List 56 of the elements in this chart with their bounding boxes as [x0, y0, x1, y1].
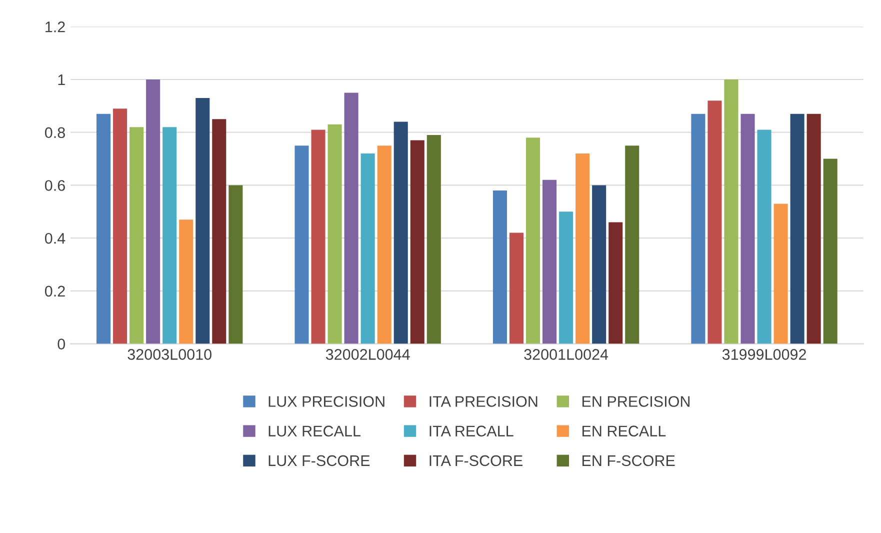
bar	[394, 122, 408, 344]
legend-label: EN RECALL	[582, 426, 666, 436]
bar	[608, 222, 623, 344]
bar	[146, 80, 160, 344]
bar	[740, 114, 755, 344]
x-tick-label: 32003L0010	[128, 349, 212, 360]
bar	[228, 185, 243, 344]
bar	[179, 220, 194, 344]
bar	[757, 130, 772, 344]
legend-label: ITA F-SCORE	[430, 455, 522, 466]
bar	[294, 146, 309, 344]
legend-label: LUX RECALL	[268, 426, 360, 436]
y-tick-label: 0.8	[44, 127, 65, 138]
y-tick-label: 1	[58, 74, 65, 86]
legend-label: EN PRECISION	[582, 396, 690, 407]
legend-label: LUX PRECISION	[268, 396, 384, 407]
bar	[526, 138, 540, 344]
bar	[426, 135, 441, 344]
bar	[328, 124, 342, 344]
bar	[790, 114, 804, 344]
bar	[212, 119, 226, 344]
x-tick-label: 32002L0044	[326, 349, 410, 360]
bar	[344, 92, 358, 344]
bar	[691, 114, 706, 344]
bar	[509, 232, 524, 344]
bar	[708, 100, 722, 344]
y-tick-label: 0	[58, 338, 66, 350]
bar	[625, 146, 640, 344]
x-tick-label: 32001L0024	[524, 349, 608, 360]
legend-label: EN F-SCORE	[582, 455, 675, 466]
bar	[196, 98, 210, 344]
bar	[774, 204, 788, 344]
bar	[576, 154, 590, 344]
bar	[559, 212, 574, 344]
bar	[724, 80, 738, 344]
bar	[410, 140, 424, 344]
y-tick-label: 0.2	[44, 286, 65, 297]
legend-label: ITA PRECISION	[430, 396, 538, 407]
bar	[806, 114, 821, 344]
bar	[96, 114, 111, 344]
bar	[360, 154, 375, 344]
bar	[377, 146, 392, 344]
y-tick-label: 0.4	[44, 232, 66, 244]
bar	[492, 190, 507, 344]
bar	[311, 130, 326, 344]
y-tick-label: 0.6	[44, 180, 65, 191]
bar	[592, 185, 606, 344]
legend-label: LUX F-SCORE	[268, 455, 370, 466]
bar	[542, 180, 557, 344]
x-tick-label: 31999L0092	[722, 349, 806, 360]
bar	[823, 158, 838, 344]
legend-label: ITA RECALL	[430, 426, 514, 436]
bar	[113, 108, 128, 344]
bar	[162, 127, 177, 344]
bar	[130, 127, 144, 344]
y-tick-label: 1.2	[46, 22, 65, 32]
